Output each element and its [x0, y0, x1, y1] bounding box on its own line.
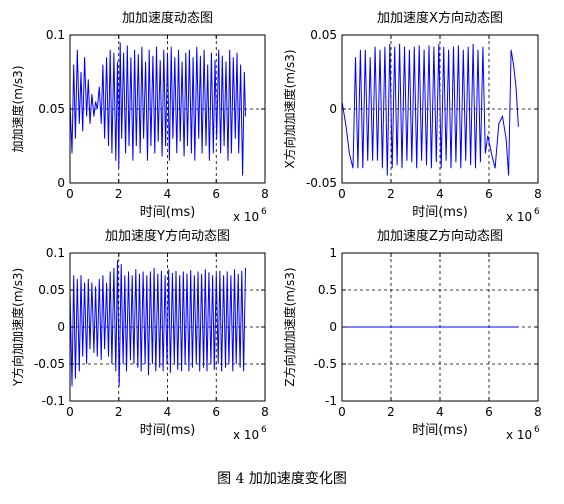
y-tick-label: -0.05: [306, 176, 337, 190]
x-tick-label: 2: [115, 187, 123, 201]
y-axis-label: 加加速度(m/s3): [10, 66, 25, 153]
x-tick-label: 4: [436, 187, 444, 201]
x-tick-label: 8: [261, 187, 269, 201]
data-line-series-1: [69, 260, 246, 387]
x-tick-label: 8: [534, 405, 542, 419]
x-tick-label: 2: [115, 405, 123, 419]
y-tick-label: 0.05: [38, 283, 65, 297]
y-tick-label: 0.05: [38, 102, 65, 116]
x-axis-exponent: 6: [261, 425, 267, 435]
x-tick-label: 6: [212, 405, 220, 419]
y-tick-label: 0: [57, 176, 65, 190]
chart-title: 加加速度X方向动态图: [377, 10, 503, 26]
y-tick-label: 0: [329, 102, 337, 116]
x-tick-label: 0: [338, 405, 346, 419]
x-tick-label: 2: [387, 187, 395, 201]
y-tick-label: -0.1: [42, 394, 65, 408]
y-tick-label: 0: [57, 320, 65, 334]
y-tick-label: 0.5: [318, 283, 337, 297]
x-axis-multiplier: x 10: [233, 210, 259, 224]
data-line-series-1: [341, 43, 519, 176]
x-axis-label: 时间(ms): [140, 423, 196, 438]
chart-title: 加加速度动态图: [122, 10, 213, 26]
y-tick-label: -0.5: [314, 357, 337, 371]
x-tick-label: 2: [387, 405, 395, 419]
y-axis-label: X方向加加速度(m/s3): [282, 49, 297, 168]
y-tick-label: 0: [329, 320, 337, 334]
y-tick-label: 1: [329, 246, 337, 260]
x-tick-label: 6: [485, 187, 493, 201]
x-axis-exponent: 6: [534, 425, 540, 435]
x-axis-label: 时间(ms): [412, 423, 468, 438]
x-tick-label: 4: [436, 405, 444, 419]
y-tick-label: 0.1: [46, 246, 65, 260]
data-line-series-1: [69, 42, 246, 176]
x-axis-exponent: 6: [534, 207, 540, 217]
x-axis-multiplier: x 10: [506, 210, 532, 224]
y-axis-label: Z方向加加速度(m/s3): [282, 267, 297, 386]
y-tick-label: 0.1: [46, 28, 65, 42]
x-tick-label: 6: [212, 187, 220, 201]
x-tick-label: 8: [534, 187, 542, 201]
x-axis-label: 时间(ms): [140, 205, 196, 220]
x-tick-label: 0: [66, 405, 74, 419]
x-tick-label: 8: [261, 405, 269, 419]
y-axis-label: Y方向加加速度(m/s3): [10, 268, 25, 387]
x-axis-exponent: 6: [261, 207, 267, 217]
chart-title: 加加速度Y方向动态图: [105, 228, 230, 244]
x-tick-label: 4: [164, 187, 172, 201]
chart-title: 加加速度Z方向动态图: [377, 228, 503, 244]
x-tick-label: 0: [338, 187, 346, 201]
figure-caption: 图 4 加加速度变化图: [217, 471, 347, 487]
x-axis-multiplier: x 10: [233, 428, 259, 442]
x-axis-multiplier: x 10: [506, 428, 532, 442]
x-tick-label: 0: [66, 187, 74, 201]
x-tick-label: 4: [164, 405, 172, 419]
x-axis-label: 时间(ms): [412, 205, 468, 220]
y-tick-label: -0.05: [34, 357, 65, 371]
y-tick-label: 0.05: [310, 28, 337, 42]
x-tick-label: 6: [485, 405, 493, 419]
y-tick-label: -1: [325, 394, 337, 408]
